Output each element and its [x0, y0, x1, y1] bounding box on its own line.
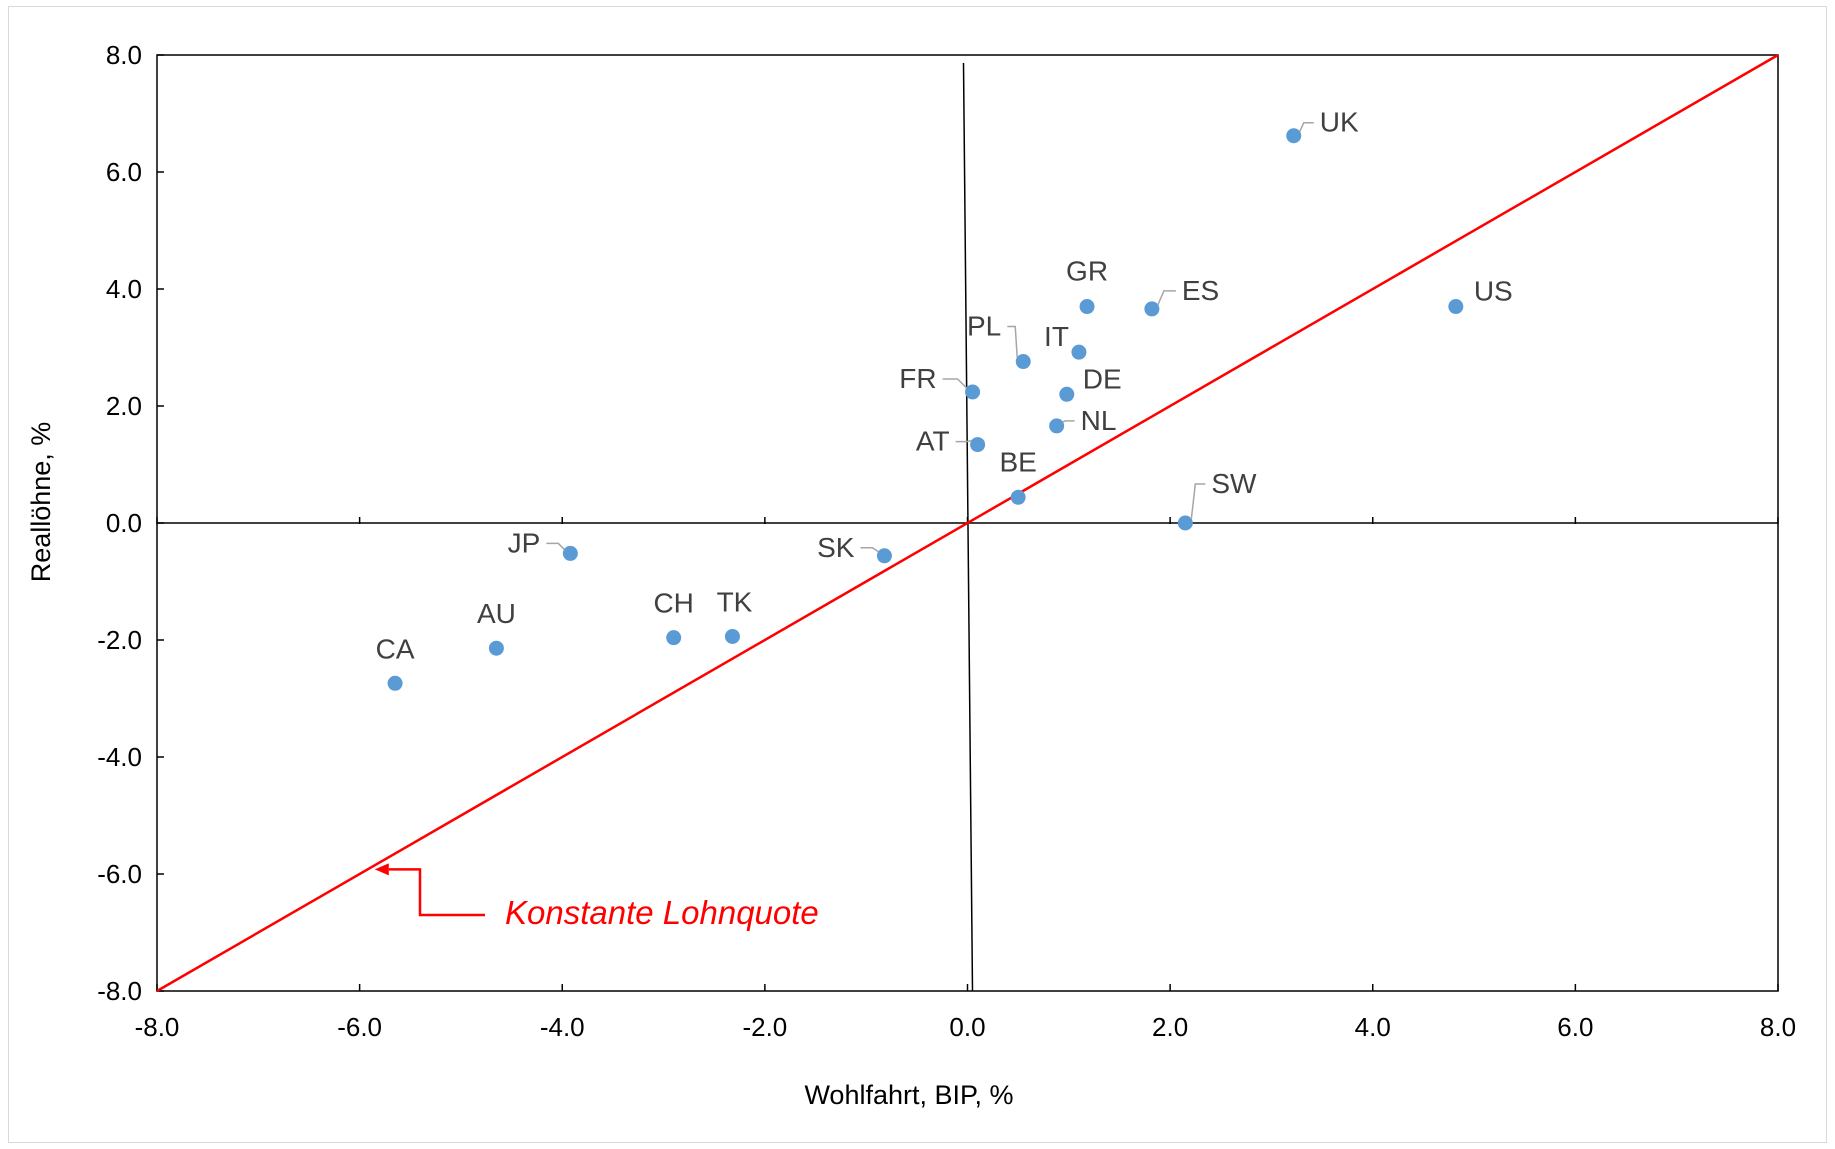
x-tick-label: -6.0 [337, 1012, 382, 1042]
axes-layer: -8.0 -6.0 -4.0 -2.0 0.0 2.0 4.0 6.0 8.0 8.0 6.0 4.0… [97, 40, 1796, 1042]
x-tick-label: -8.0 [135, 1012, 180, 1042]
point-label-us: US [1474, 276, 1513, 307]
chart-frame [8, 6, 1827, 1143]
y-tick-label: 4.0 [106, 274, 142, 304]
x-tick-label: 2.0 [1152, 1012, 1188, 1042]
y-tick-label: 6.0 [106, 157, 142, 187]
reference-line-label: Konstante Lohnquote [505, 894, 819, 931]
point-label-au: AU [477, 598, 516, 629]
point-es [1144, 301, 1160, 317]
y-tick-label: -6.0 [97, 859, 142, 889]
leader-line-nl [1062, 420, 1075, 423]
marks-layer: UK US GR ES IT PL FR DE NL AT BE SW SK JP TK CH AU CA [156, 53, 1779, 993]
point-label-sk: SK [817, 532, 855, 563]
point-label-gr: GR [1066, 256, 1108, 287]
point-label-fr: FR [899, 363, 936, 394]
point-label-nl: NL [1081, 405, 1117, 436]
leader-line-uk [1299, 121, 1314, 133]
point-at [970, 437, 986, 453]
y-tick-label: 0.0 [106, 508, 142, 538]
leader-line-sw [1190, 483, 1206, 520]
point-label-at: AT [916, 426, 950, 457]
leader-line-at [955, 439, 972, 443]
point-ca [387, 675, 403, 691]
point-label-pl: PL [967, 311, 1001, 342]
leader-line-es [1157, 290, 1176, 306]
point-label-be: BE [999, 446, 1036, 477]
point-gr [1079, 299, 1095, 315]
point-sk [876, 548, 892, 564]
point-label-tk: TK [717, 586, 753, 617]
annotation-arrow-line [388, 868, 485, 917]
y-tick-label: -4.0 [97, 742, 142, 772]
point-pl [1015, 354, 1031, 370]
point-de [1059, 386, 1075, 402]
leader-line-jp [546, 542, 565, 550]
point-label-ca: CA [376, 633, 415, 664]
point-label-uk: UK [1320, 107, 1359, 138]
point-label-ch: CH [653, 588, 693, 619]
y-tick-label: 8.0 [106, 40, 142, 70]
y-tick-label: -2.0 [97, 625, 142, 655]
y-axis-title: Reallöhne, % [26, 422, 56, 583]
point-tk [724, 628, 740, 644]
x-axis-title: Wohlfahrt, BIP, % [804, 1080, 1013, 1110]
point-nl [1049, 418, 1065, 434]
point-sw [1177, 515, 1193, 531]
x-tick-label: 4.0 [1355, 1012, 1391, 1042]
point-au [488, 640, 504, 656]
point-ch [666, 630, 682, 646]
point-label-it: IT [1044, 321, 1069, 352]
point-be [1010, 489, 1026, 505]
point-fr [965, 384, 981, 400]
x-tick-label: -2.0 [742, 1012, 787, 1042]
leader-line-fr [942, 378, 968, 389]
point-it [1071, 344, 1087, 360]
point-label-jp: JP [508, 527, 541, 558]
x-tick-label: 6.0 [1557, 1012, 1593, 1042]
point-uk [1286, 128, 1302, 144]
leader-line-pl [1007, 325, 1018, 358]
x-tick-label: -4.0 [540, 1012, 585, 1042]
y-tick-label: 2.0 [106, 391, 142, 421]
leader-line-sk [860, 547, 879, 553]
x-tick-label: 8.0 [1760, 1012, 1796, 1042]
point-jp [562, 545, 578, 561]
point-label-es: ES [1182, 275, 1219, 306]
reference-line [156, 53, 1779, 993]
x-tick-label: 0.0 [949, 1012, 985, 1042]
y-zero-axis [962, 62, 974, 992]
point-label-sw: SW [1211, 468, 1257, 499]
point-us [1448, 299, 1464, 315]
y-tick-label: -8.0 [97, 976, 142, 1006]
annotation-arrow-head [374, 863, 389, 876]
point-label-de: DE [1083, 363, 1122, 394]
